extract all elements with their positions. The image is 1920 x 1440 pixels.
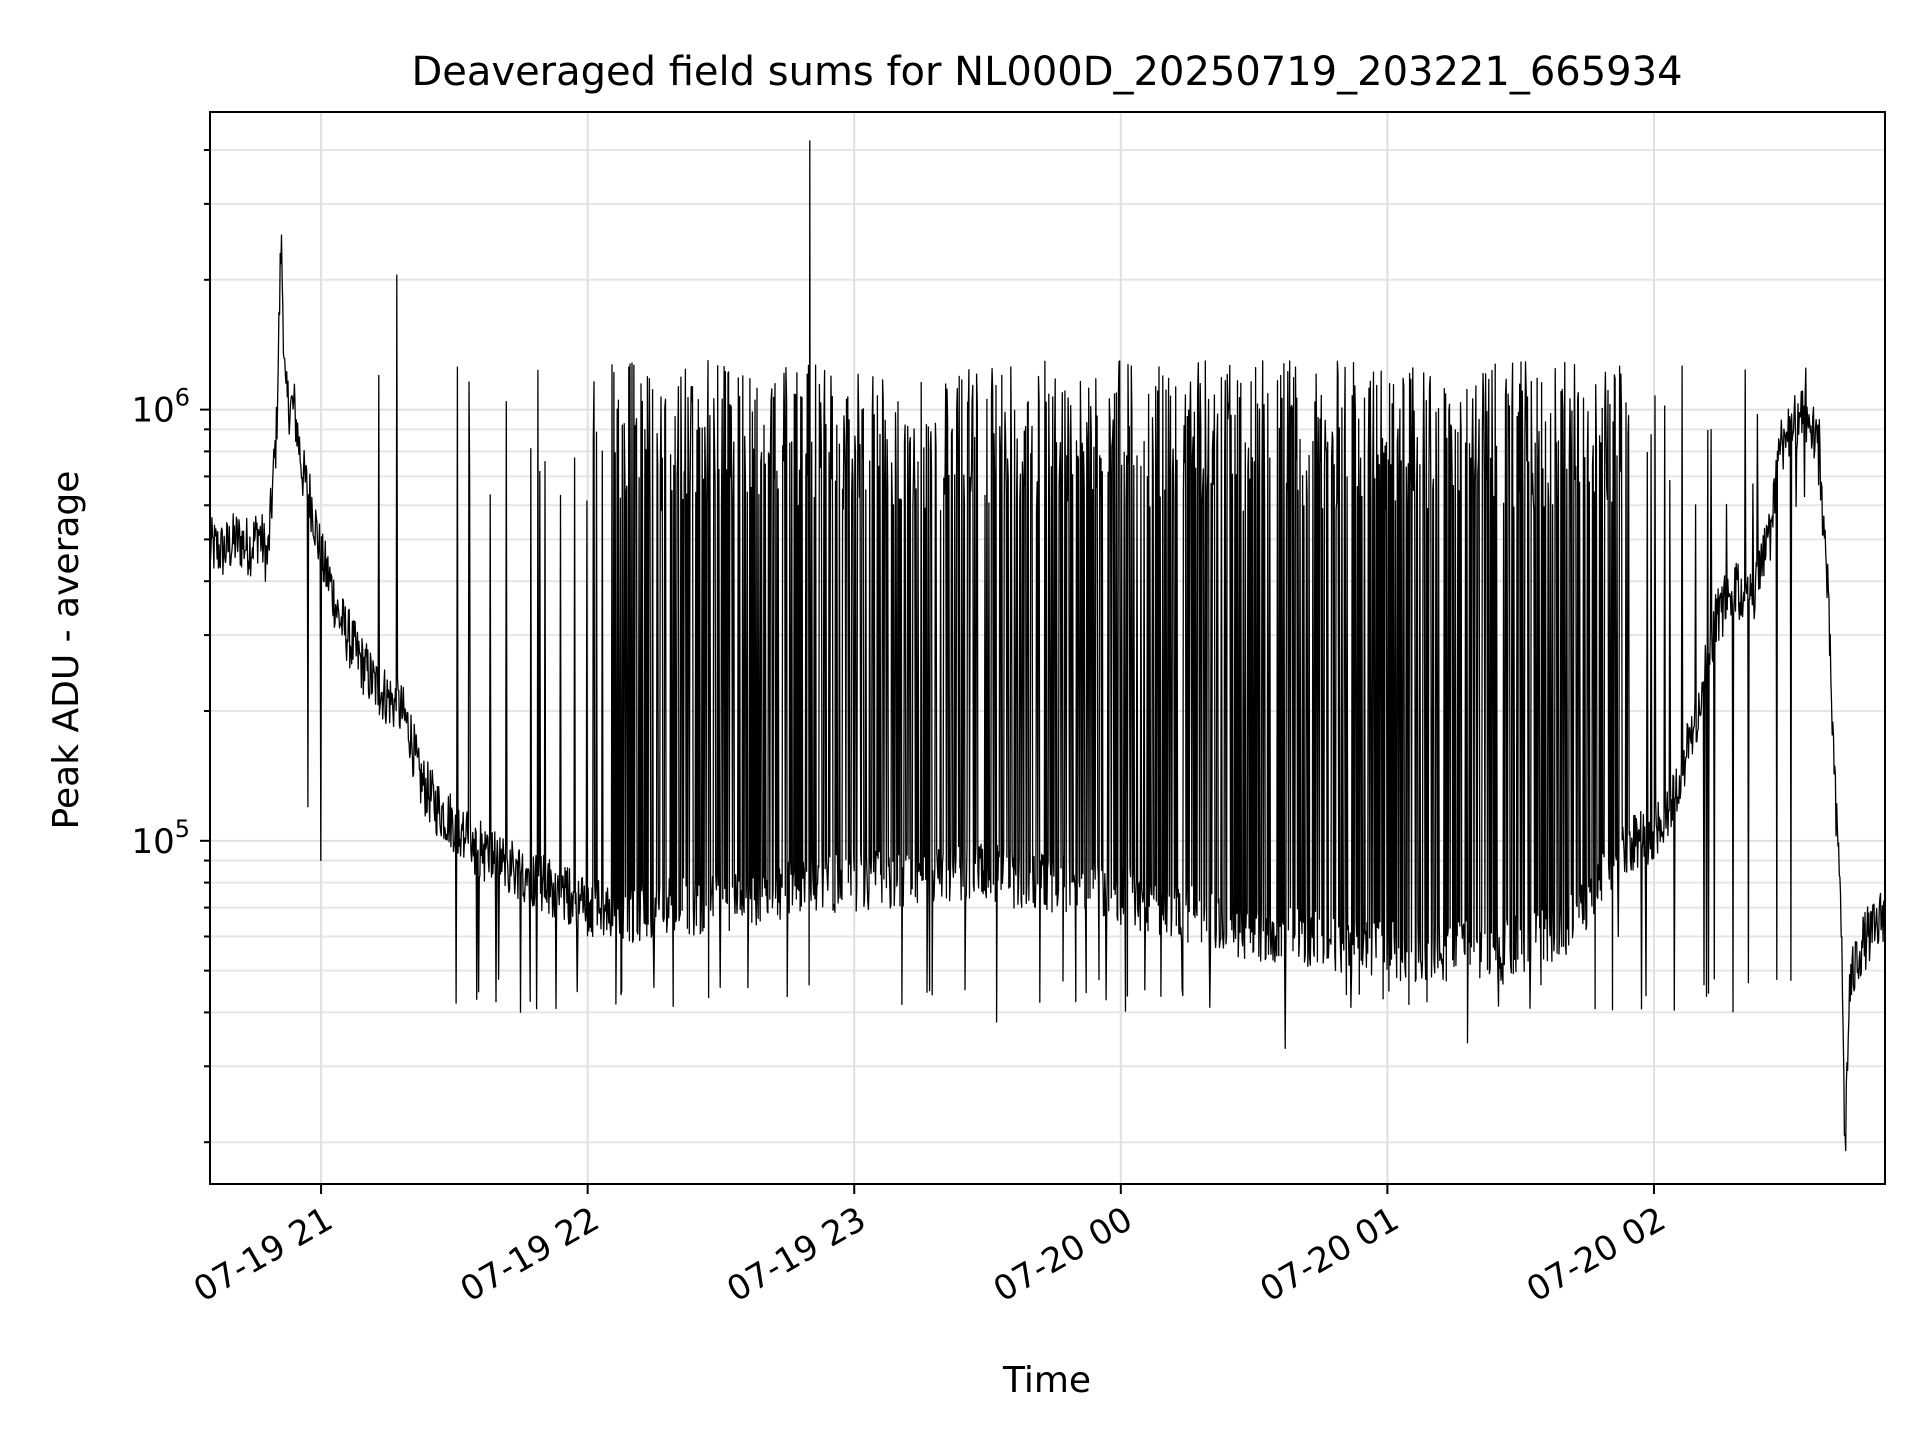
y-tick-label-base: 10: [131, 391, 174, 431]
chart-title: Deaveraged field sums for NL000D_2025071…: [411, 49, 1682, 95]
plot-frame: [209, 111, 1886, 1185]
y-tick-label-base: 10: [131, 822, 174, 862]
y-tick-label: 105: [131, 815, 190, 862]
y-tick-label-exponent: 6: [175, 384, 190, 412]
y-axis-label: Peak ADU - average: [46, 471, 87, 830]
series-line: [209, 140, 1886, 1152]
x-axis-label: Time: [1002, 1360, 1091, 1401]
y-tick-label-exponent: 5: [175, 815, 190, 843]
y-tick-label: 106: [131, 384, 190, 431]
series-layer: [209, 140, 1886, 1152]
